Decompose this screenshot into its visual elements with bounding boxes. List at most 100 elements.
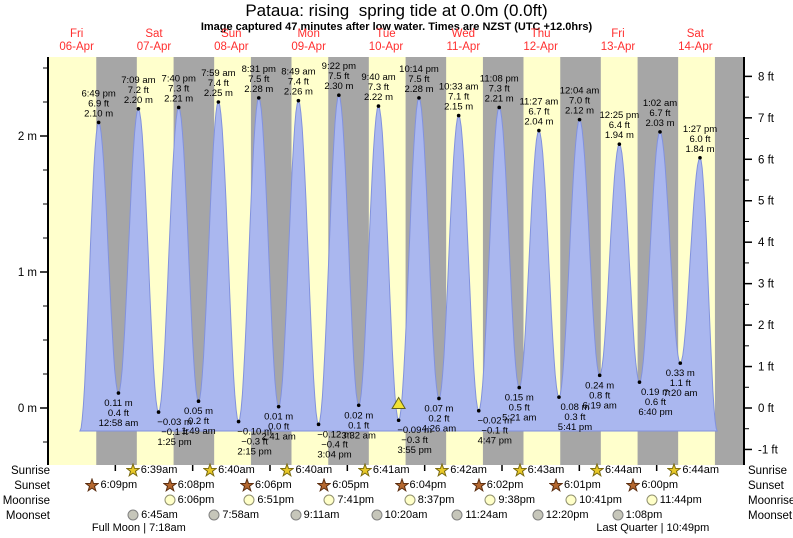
day-date: 12-Apr <box>523 41 558 53</box>
right-axis-tick-label: 5 ft <box>758 196 775 208</box>
day-label: Wed 11-Apr <box>425 28 501 54</box>
day-date: 09-Apr <box>291 41 326 53</box>
day-of-week: Tue <box>376 28 396 40</box>
sunrise-time: 6:44am <box>682 464 720 476</box>
left-axis-tick-label: 0 m <box>18 403 37 415</box>
sunrise-event: 6:41am <box>357 463 410 477</box>
day-of-week: Mon <box>297 28 320 40</box>
moonset-circle-icon <box>371 509 383 521</box>
day-of-week: Sat <box>145 28 163 40</box>
day-of-week: Fri <box>611 28 625 40</box>
moonrise-circle-icon <box>164 494 176 506</box>
day-of-week: Sun <box>221 28 242 40</box>
sunset-event: 6:05pm <box>317 478 369 492</box>
moonset-circle-icon <box>532 509 544 521</box>
moonrise-event: 11:44pm <box>645 493 702 507</box>
high-tide-point <box>417 96 421 100</box>
sunrise-time: 6:40am <box>218 464 255 476</box>
right-axis-tick-label: 3 ft <box>758 279 775 291</box>
page-title: Pataua: rising spring tide at 0.0m (0.0f… <box>245 1 548 20</box>
moonrise-event: 9:38pm <box>483 493 535 507</box>
low-tide-annotation: −0.02 m −0.1 ft 4:47 pm <box>477 416 512 447</box>
sunset-event: 6:08pm <box>162 478 214 492</box>
high-tide-point <box>256 96 261 100</box>
sunrise-event: 6:42am <box>435 463 487 477</box>
high-tide-annotation: 1:27 pm 6.0 ft 1.84 m <box>683 124 717 155</box>
moonset-circle-icon <box>208 509 220 521</box>
moonset-circle-icon <box>451 509 463 521</box>
sunset-label-right: Sunset <box>748 480 784 492</box>
sunset-label-left: Sunset <box>14 480 50 492</box>
moonrise-circle-icon <box>565 494 577 506</box>
day-date: 11-Apr <box>446 41 481 53</box>
high-tide-annotation: 12:25 pm 6.4 ft 1.94 m <box>600 110 640 141</box>
right-axis-tick-label: 1 ft <box>758 362 775 374</box>
low-tide-annotation: 0.07 m 0.2 ft 4:26 am <box>422 403 456 434</box>
sunset-star-icon <box>85 478 100 492</box>
current-time-marker <box>391 396 406 409</box>
low-tide-point <box>276 404 281 409</box>
day-date: 06-Apr <box>59 41 94 53</box>
high-tide-annotation: 6:49 pm 6.9 ft 2.10 m <box>81 88 115 119</box>
moonrise-event: 6:06pm <box>163 493 214 507</box>
day-date: 14-Apr <box>678 41 713 53</box>
sunset-star-icon <box>317 478 332 492</box>
sunset-time: 6:09pm <box>100 479 138 491</box>
low-tide-point <box>597 373 602 378</box>
low-tide-annotation: 0.02 m 0.1 ft 3:32 am <box>342 410 376 441</box>
moonrise-circle-icon <box>243 494 255 506</box>
sunrise-star-icon <box>590 463 605 477</box>
right-axis-tick-label: 4 ft <box>758 237 775 249</box>
sunset-star-icon <box>162 478 177 492</box>
sunrise-event: 6:43am <box>512 463 564 477</box>
night-band <box>714 57 744 465</box>
moonrise-event: 8:37pm <box>403 493 454 507</box>
moonrise-time: 9:38pm <box>498 494 536 506</box>
page-subtitle: Image captured 47 minutes after low wate… <box>200 21 593 33</box>
low-tide-annotation: 0.19 m 0.6 ft 6:40 pm <box>638 387 672 418</box>
moonrise-circle-icon <box>646 494 658 506</box>
high-tide-point <box>537 128 541 133</box>
right-axis-tick-label: 8 ft <box>758 71 775 83</box>
sunset-event: 6:04pm <box>394 478 447 492</box>
low-tide-annotation: −0.09 m −0.3 ft 3:55 pm <box>397 425 432 456</box>
high-tide-annotation: 11:27 am 6.7 ft 2.04 m <box>519 97 558 128</box>
low-tide-point <box>396 418 401 423</box>
sunrise-time: 6:40am <box>295 464 333 476</box>
moonrise-time: 7:41pm <box>337 494 375 506</box>
moonrise-event: 7:41pm <box>322 493 374 507</box>
sunrise-star-icon <box>280 463 295 477</box>
high-tide-point <box>216 100 221 104</box>
sunset-star-icon <box>471 478 486 492</box>
low-tide-point <box>678 361 683 365</box>
sunset-event: 6:06pm <box>239 478 292 492</box>
moonset-circle-icon <box>127 509 139 521</box>
high-tide-annotation: 7:09 am 7.2 ft 2.20 m <box>121 75 155 106</box>
high-tide-point <box>658 130 662 134</box>
low-tide-annotation: 0.11 m 0.4 ft 12:58 am <box>99 398 139 429</box>
sunrise-star-icon <box>125 463 140 477</box>
moonset-event: 12:20pm <box>531 508 589 522</box>
high-tide-annotation: 11:08 pm 7.3 ft 2.21 m <box>480 73 519 104</box>
moon-phase-label: Last Quarter | 10:49pm <box>596 522 710 534</box>
low-tide-point <box>196 399 201 404</box>
moonset-event: 1:08pm <box>611 508 662 522</box>
low-tide-point <box>517 385 522 390</box>
moonrise-time: 10:41pm <box>579 494 622 506</box>
day-date: 08-Apr <box>214 41 249 53</box>
low-tide-annotation: −0.12 m −0.4 ft 3:04 pm <box>317 429 352 460</box>
day-date: 10-Apr <box>368 41 404 53</box>
moonset-time: 12:20pm <box>545 509 589 521</box>
sunrise-label-left: Sunrise <box>11 465 50 477</box>
moonset-event: 6:45am <box>126 508 178 522</box>
moonset-time: 6:45am <box>141 509 178 521</box>
low-tide-annotation: 0.24 m 0.8 ft 6:19 am <box>583 380 617 411</box>
day-label: Fri 06-Apr <box>39 28 115 54</box>
sunrise-time: 6:44am <box>605 464 642 476</box>
low-tide-point <box>116 391 121 395</box>
sunset-time: 6:04pm <box>409 479 447 491</box>
right-axis-tick-label: -1 ft <box>758 444 779 456</box>
low-tide-point <box>236 419 241 424</box>
sunrise-star-icon <box>667 463 682 477</box>
